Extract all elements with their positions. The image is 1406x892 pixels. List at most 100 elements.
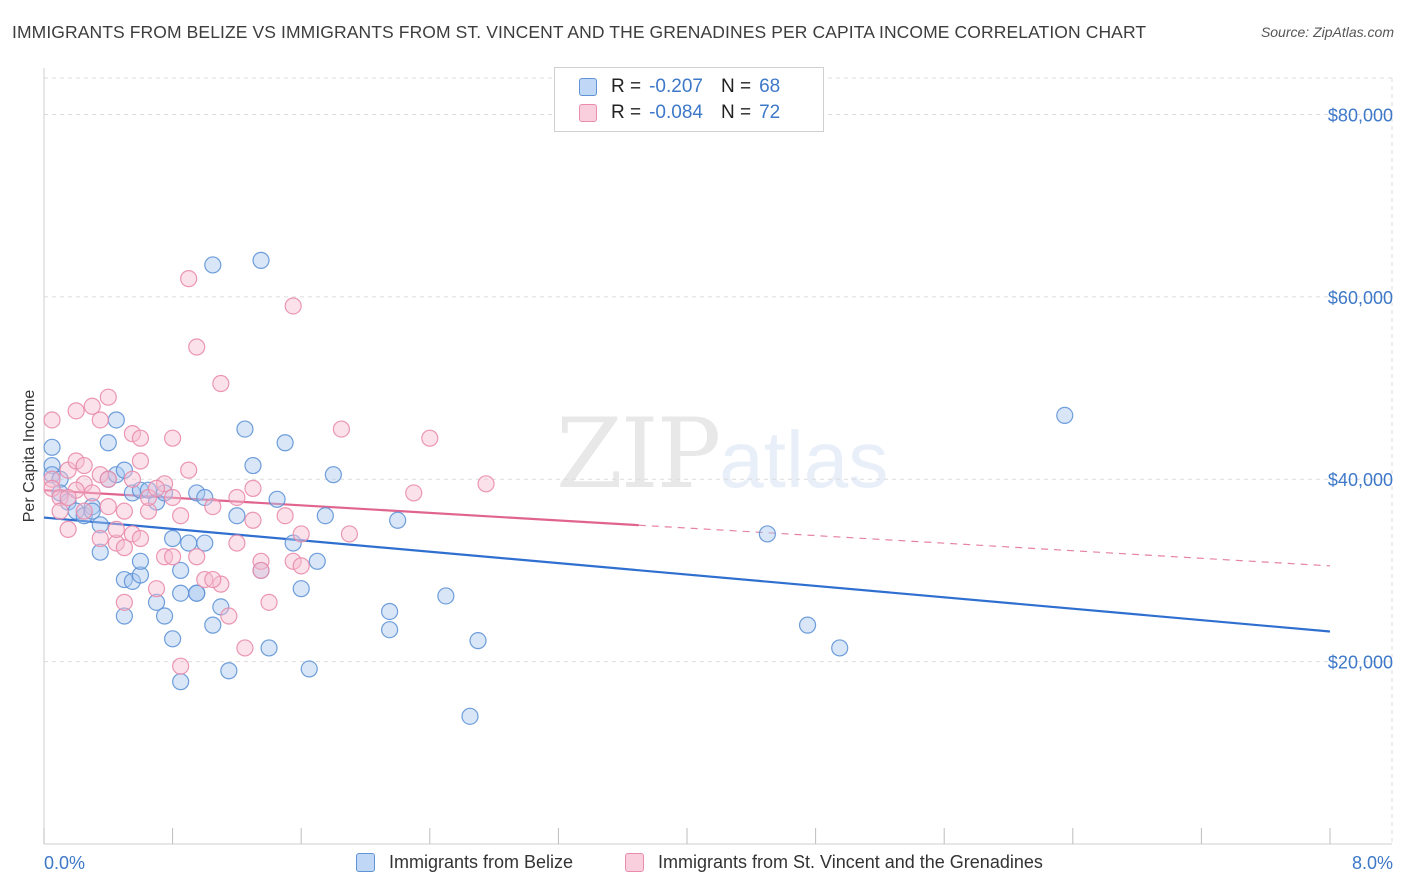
point-stvincent xyxy=(180,461,198,479)
trend-line-stvincent-extension xyxy=(638,524,1331,567)
point-belize xyxy=(220,662,238,680)
point-stvincent xyxy=(123,470,142,488)
point-belize xyxy=(292,580,310,598)
series-swatch-pink xyxy=(625,853,644,872)
y-tick-label: $40,000 xyxy=(1328,470,1393,490)
point-belize xyxy=(164,529,182,548)
point-belize xyxy=(43,438,61,456)
point-belize xyxy=(91,543,109,561)
point-stvincent xyxy=(43,411,61,429)
watermark: ZIPatlas xyxy=(556,398,888,510)
point-belize xyxy=(316,507,334,525)
point-belize xyxy=(381,621,399,639)
point-belize xyxy=(831,639,849,657)
point-stvincent xyxy=(180,270,198,288)
point-belize xyxy=(244,456,262,475)
point-stvincent xyxy=(99,470,117,488)
point-belize xyxy=(276,434,294,452)
point-belize xyxy=(115,607,133,625)
point-belize xyxy=(172,584,190,602)
point-stvincent xyxy=(75,456,93,475)
point-belize xyxy=(252,251,270,269)
point-stvincent xyxy=(252,561,270,580)
point-belize xyxy=(260,639,278,657)
point-belize xyxy=(155,607,174,625)
point-stvincent xyxy=(51,502,69,520)
legend-r-value: -0.084 xyxy=(649,102,703,123)
axis-labels: $20,000 $40,000 $60,000 $80,000 0.0% 8.0% Per … xyxy=(21,105,1393,873)
point-belize xyxy=(389,511,407,529)
point-belize xyxy=(469,632,487,650)
legend-n-value: 68 xyxy=(759,76,781,97)
point-stvincent xyxy=(107,520,125,538)
point-belize xyxy=(172,561,190,580)
point-stvincent xyxy=(59,488,77,507)
point-stvincent xyxy=(164,488,182,507)
point-belize xyxy=(798,616,817,634)
point-stvincent xyxy=(204,497,222,516)
point-stvincent xyxy=(284,552,302,570)
point-belize xyxy=(204,256,222,274)
point-stvincent xyxy=(220,607,238,625)
x-tick-label-max: 8.0% xyxy=(1352,853,1393,873)
point-belize xyxy=(324,466,342,484)
point-belize xyxy=(147,593,166,611)
point-stvincent xyxy=(164,548,182,566)
source-credit: Source: ZipAtlas.com xyxy=(1260,24,1394,40)
point-belize xyxy=(300,660,318,678)
point-belize xyxy=(131,566,150,584)
legend-swatch-pink xyxy=(579,104,597,122)
legend-n-label: N = xyxy=(720,102,752,123)
point-stvincent xyxy=(123,525,142,543)
series-label-belize: Immigrants from Belize xyxy=(389,852,574,872)
point-stvincent xyxy=(228,488,246,507)
point-belize xyxy=(99,434,117,452)
point-stvincent xyxy=(99,497,117,516)
point-belize xyxy=(196,534,214,552)
point-stvincent xyxy=(75,502,93,520)
legend-r-value: -0.207 xyxy=(649,76,703,97)
point-stvincent xyxy=(276,507,294,525)
point-belize xyxy=(188,584,206,602)
point-stvincent xyxy=(228,534,246,552)
point-belize xyxy=(172,673,190,691)
series-legend-stvincent: Immigrants from St. Vincent and the Gren… xyxy=(625,852,1043,873)
legend-n-label: N = xyxy=(720,76,752,97)
point-stvincent xyxy=(212,575,230,593)
point-belize xyxy=(228,507,246,525)
point-stvincent xyxy=(59,520,77,538)
correlation-legend: R = -0.207 N = 68 R = -0.084 N = 72 xyxy=(554,67,824,132)
point-stvincent xyxy=(477,475,495,493)
watermark-zip: ZIP xyxy=(556,398,721,510)
point-stvincent xyxy=(67,402,85,420)
series-label-stvincent: Immigrants from St. Vincent and the Gren… xyxy=(658,852,1043,872)
series-swatch-blue xyxy=(356,853,375,872)
point-stvincent xyxy=(204,570,222,589)
point-stvincent xyxy=(91,466,109,484)
y-tick-label: $20,000 xyxy=(1328,653,1393,673)
point-stvincent xyxy=(340,525,359,543)
point-belize xyxy=(131,552,150,570)
point-belize xyxy=(461,707,479,725)
point-belize xyxy=(437,587,455,605)
point-stvincent xyxy=(260,593,278,611)
point-stvincent xyxy=(115,539,133,557)
point-stvincent xyxy=(43,470,61,488)
series-legend-belize: Immigrants from Belize xyxy=(356,852,573,873)
point-belize xyxy=(164,630,182,648)
point-stvincent xyxy=(252,552,270,570)
point-stvincent xyxy=(115,593,133,611)
chart-title: IMMIGRANTS FROM BELIZE VS IMMIGRANTS FRO… xyxy=(12,22,1147,42)
legend-row-stvincent: R = -0.084 N = 72 xyxy=(579,101,780,125)
watermark-atlas: atlas xyxy=(719,415,889,504)
point-stvincent xyxy=(147,479,166,497)
point-belize xyxy=(308,552,326,570)
trend-line-belize xyxy=(43,516,1331,633)
point-stvincent xyxy=(212,374,230,393)
point-stvincent xyxy=(284,297,302,315)
point-stvincent xyxy=(405,484,423,502)
point-stvincent xyxy=(292,525,310,543)
point-belize xyxy=(1056,406,1074,425)
y-tick-label: $60,000 xyxy=(1328,288,1393,308)
